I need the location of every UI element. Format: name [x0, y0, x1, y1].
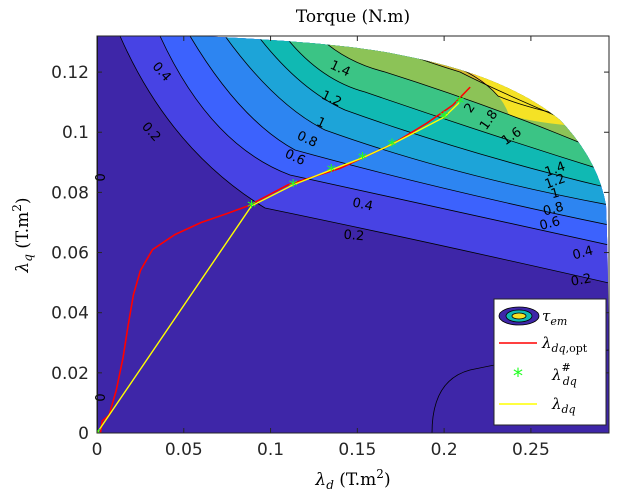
contour-label: 1 [549, 186, 561, 203]
contour-line-0.8 [224, 36, 609, 206]
contour-line-0.2 [119, 36, 609, 284]
x-tick-label: 0.25 [512, 440, 550, 460]
contour-line-1.2 [284, 36, 609, 173]
x-tick-label: 0 [92, 440, 103, 460]
contour-label: 0.6 [538, 214, 562, 234]
legend-tau-icon [498, 306, 540, 326]
contour-label: 0 [91, 173, 106, 181]
y-tick-label: 0.06 [51, 244, 89, 264]
x-ticks: 0 0.05 0.1 0.15 0.2 0.25 [92, 36, 550, 460]
y-tick-label: 0 [78, 424, 89, 444]
legend-lam-label: λdq [551, 395, 576, 416]
data-series: * * * * * * * * [93, 86, 471, 445]
contour-line-1.4 [317, 36, 609, 156]
y-tick-label: 0.08 [51, 183, 89, 203]
y-tick-label: 0.1 [62, 123, 89, 143]
contour-label: 1.4 [543, 159, 568, 180]
series-lambda-dq-hash-marker: * [455, 93, 464, 114]
x-tick-label: 0.05 [165, 440, 203, 460]
series-lambda-dq-hash-marker: * [388, 135, 397, 156]
contour-line-0.4 [159, 36, 609, 246]
contour-label: 0.2 [343, 228, 365, 245]
series-lambda-dq-hash-marker: * [358, 149, 367, 170]
axes-box [96, 35, 610, 434]
legend: τem λdq,opt * λ# dq λdq [493, 298, 607, 426]
contour-label: 0.4 [351, 196, 374, 215]
series-lambda-dq-hash-marker: * [93, 424, 102, 445]
y-axis-label: λq (T.m2) [10, 197, 35, 273]
chart-title: Torque (N.m) [296, 7, 410, 27]
contour-line-1 [257, 36, 609, 189]
x-tick-label: 0.1 [257, 440, 284, 460]
series-lambda-dq-line [97, 101, 461, 433]
legend-tau-label: τem [542, 307, 567, 328]
y-tick-label: 0.02 [51, 364, 89, 384]
contour-line-0.6 [189, 36, 609, 226]
contour-label: 1.2 [543, 171, 568, 192]
series-lambda-dq-hash-marker: * [327, 161, 336, 182]
legend-opt-label: λdq,opt [541, 334, 588, 355]
series-lambda-dq-hash-marker: * [289, 176, 298, 197]
y-tick-label: 0.12 [51, 63, 89, 83]
y-tick-label: 0.04 [51, 304, 89, 324]
contour-label: 0.4 [571, 244, 595, 264]
contour-label: 0.2 [570, 271, 593, 289]
y-ticks: 0 0.02 0.04 0.06 0.08 0.1 0.12 [51, 63, 609, 444]
series-lambda-dq-hash-marker: * [440, 108, 449, 129]
legend-hash-label: λ# dq [551, 361, 577, 388]
contour-label: 0.8 [542, 200, 566, 220]
x-tick-label: 0.15 [338, 440, 376, 460]
x-axis-label: λd (T.m2) [314, 467, 390, 492]
x-tick-label: 0.2 [431, 440, 458, 460]
legend-hash-marker: * [513, 364, 523, 388]
contour-lines [97, 36, 609, 433]
contour-label: 0 [91, 393, 106, 401]
series-lambda-dq-hash-marker: * [247, 197, 256, 218]
